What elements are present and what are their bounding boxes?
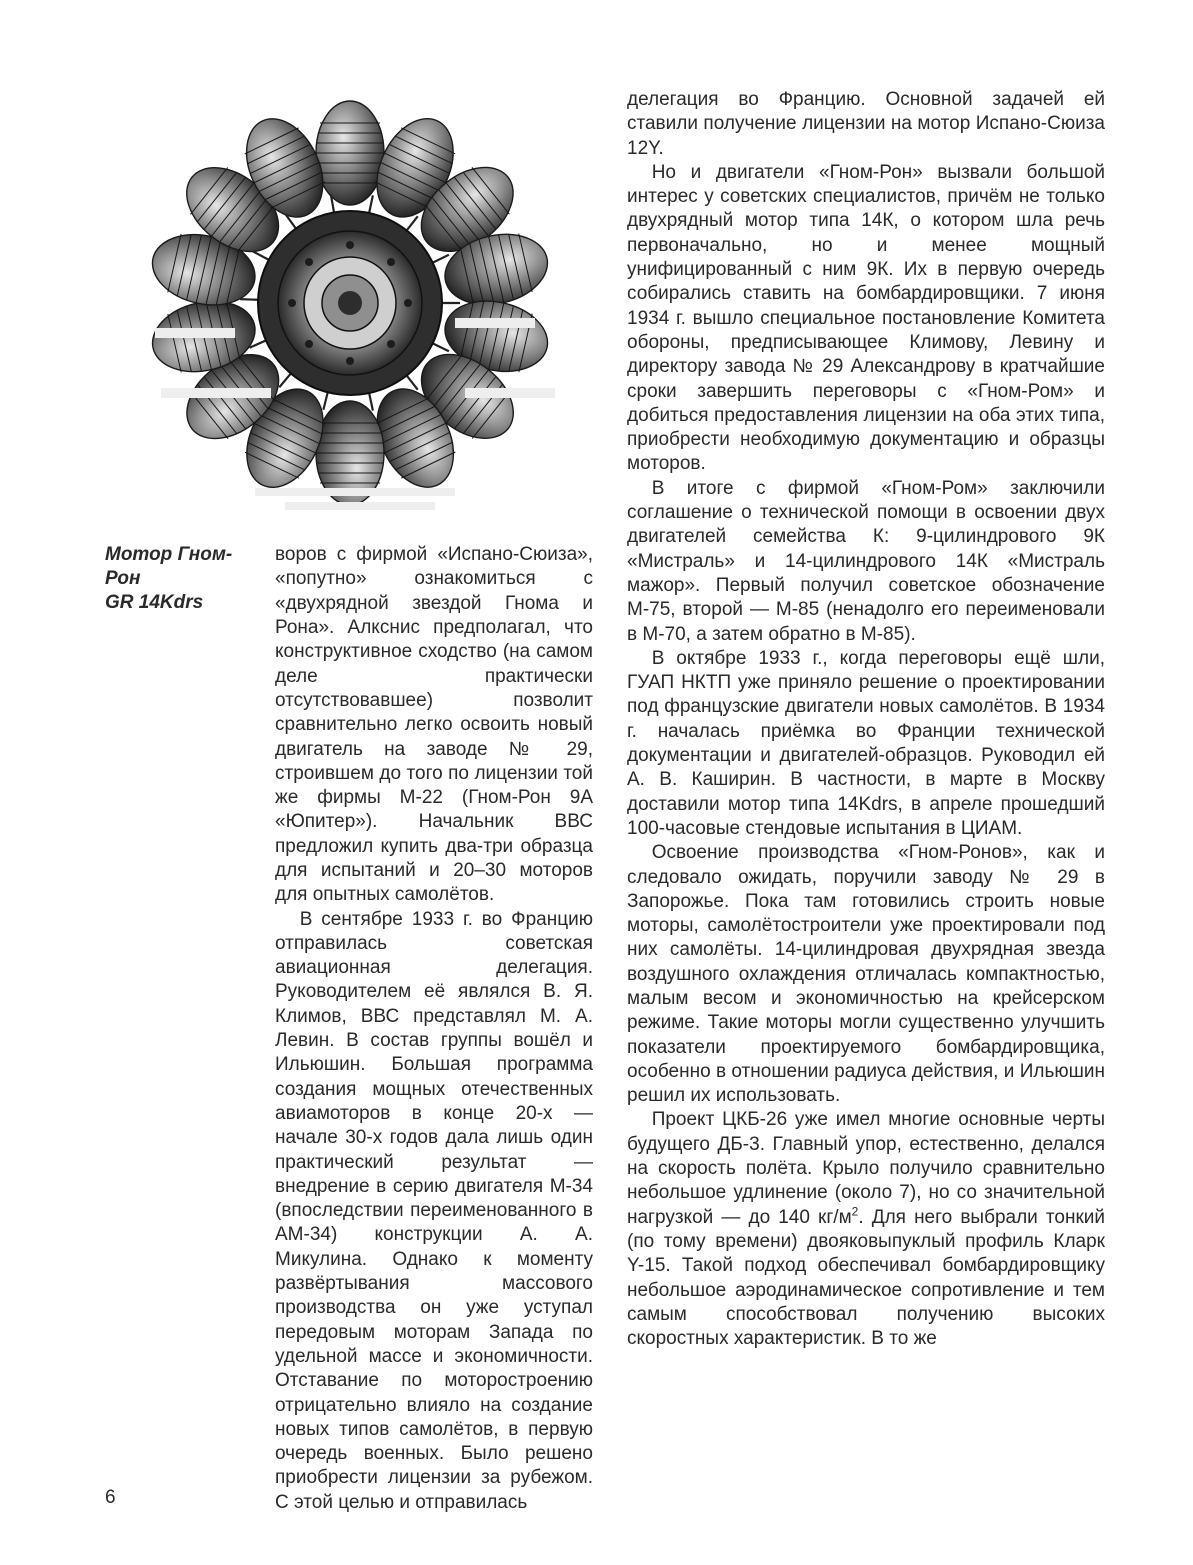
- page-number: 6: [105, 1487, 116, 1509]
- caption-line2: GR 14Kdrs: [105, 592, 203, 613]
- right-p1: делегация во Францию. Основной задачей е…: [627, 88, 1105, 161]
- figure-caption: Мотор Гном-Рон GR 14Kdrs: [105, 543, 255, 615]
- engine-illustration: [135, 88, 565, 518]
- middle-column: воров с фирмой «Испано-Сюиза», «попутно»…: [275, 543, 593, 1515]
- mid-p1: воров с фирмой «Испано-Сюиза», «попутно»…: [275, 543, 593, 907]
- right-p3: В итоге с фирмой «Гном-Ром» заключили со…: [627, 477, 1105, 647]
- mid-p2: В сентябре 1933 г. во Францию отправилас…: [275, 908, 593, 1515]
- right-p5: Освоение производства «Гном-Ронов», как …: [627, 841, 1105, 1108]
- right-p2: Но и двигатели «Гном-Рон» вызвали большо…: [627, 161, 1105, 477]
- engine-figure: [105, 88, 593, 543]
- right-column: делегация во Францию. Основной задачей е…: [627, 88, 1105, 1515]
- right-p6: Проект ЦКБ-26 уже имел многие основные ч…: [627, 1108, 1105, 1351]
- right-p4: В октябре 1933 г., когда переговоры ещё …: [627, 647, 1105, 841]
- caption-line1: Мотор Гном-Рон: [105, 544, 232, 589]
